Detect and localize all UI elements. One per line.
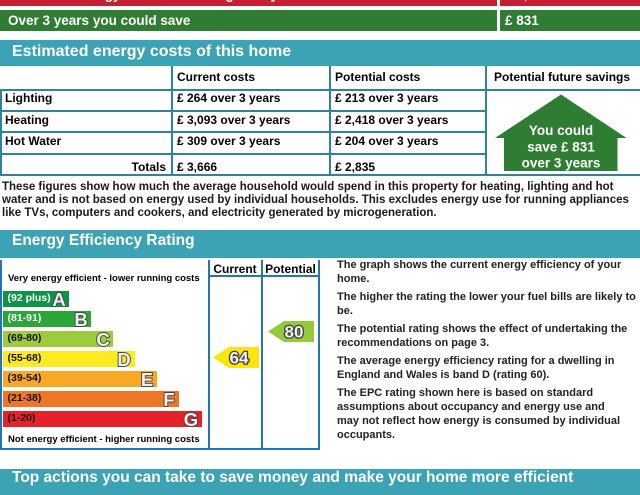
svg-text:E: E <box>140 369 152 390</box>
svg-text:save £ 831: save £ 831 <box>527 139 595 154</box>
svg-text:F: F <box>163 389 174 410</box>
svg-text:over 3 years: over 3 years <box>522 156 601 171</box>
svg-text:A: A <box>52 289 65 310</box>
svg-text:You could: You could <box>529 123 593 138</box>
svg-text:D: D <box>117 349 130 370</box>
svg-text:G: G <box>184 409 198 430</box>
svg-text:80: 80 <box>285 323 304 342</box>
svg-text:B: B <box>74 309 87 330</box>
svg-text:C: C <box>96 329 109 350</box>
svg-text:64: 64 <box>230 349 249 368</box>
